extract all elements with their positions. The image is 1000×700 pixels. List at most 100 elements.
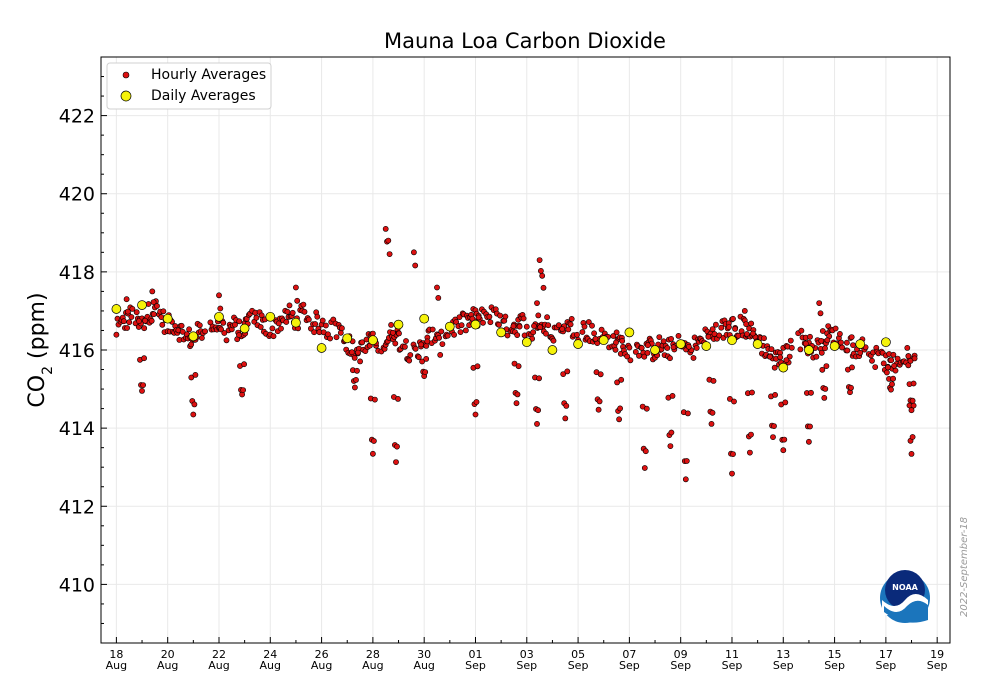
daily-point bbox=[162, 313, 173, 324]
hourly-point bbox=[710, 377, 717, 384]
hourly-point bbox=[536, 257, 543, 263]
hourly-point bbox=[236, 332, 242, 338]
hourly-point bbox=[643, 405, 650, 412]
x-tick-label-month: Aug bbox=[208, 659, 229, 672]
hourly-point bbox=[908, 407, 915, 414]
hourly-point bbox=[838, 339, 844, 346]
daily-point bbox=[829, 341, 840, 351]
x-tick-label-day: 20 bbox=[161, 648, 175, 661]
hourly-point bbox=[632, 348, 639, 355]
x-tick-label-month: Sep bbox=[516, 659, 537, 672]
hourly-point bbox=[905, 353, 912, 359]
daily-point bbox=[752, 339, 763, 349]
hourly-point bbox=[848, 384, 854, 391]
y-axis-label: CO2 (ppm) bbox=[25, 292, 56, 407]
hourly-point bbox=[824, 337, 831, 344]
hourly-point bbox=[748, 320, 755, 327]
hourly-point bbox=[612, 346, 619, 353]
hourly-point bbox=[802, 340, 809, 347]
hourly-point bbox=[767, 353, 773, 360]
hourly-point bbox=[286, 302, 293, 309]
hourly-point bbox=[438, 328, 445, 335]
x-tick-label-month: Aug bbox=[260, 659, 281, 672]
hourly-point bbox=[475, 314, 482, 321]
daily-point bbox=[778, 362, 789, 373]
hourly-point bbox=[535, 407, 541, 414]
hourly-point bbox=[683, 458, 690, 464]
hourly-point bbox=[253, 314, 260, 321]
hourly-point bbox=[670, 344, 677, 351]
hourly-point bbox=[160, 308, 167, 315]
hourly-point bbox=[319, 317, 326, 324]
hourly-point bbox=[257, 324, 264, 330]
hourly-point bbox=[844, 339, 850, 346]
hourly-point bbox=[412, 262, 419, 269]
hourly-point bbox=[142, 317, 148, 324]
hourly-point bbox=[429, 326, 436, 333]
hourly-averages-series bbox=[113, 225, 918, 483]
legend-hourly-label: Hourly Averages bbox=[151, 67, 266, 83]
hourly-point bbox=[613, 339, 619, 346]
hourly-point bbox=[642, 448, 649, 455]
hourly-point bbox=[401, 343, 408, 350]
y-tick-label: 414 bbox=[59, 418, 95, 440]
hourly-point bbox=[415, 354, 422, 361]
hourly-point bbox=[581, 323, 588, 330]
hourly-point bbox=[406, 357, 413, 364]
hourly-point bbox=[179, 328, 186, 335]
hourly-point bbox=[289, 309, 296, 316]
hourly-point bbox=[486, 313, 493, 320]
hourly-point bbox=[534, 420, 540, 427]
daily-point bbox=[368, 335, 378, 346]
hourly-point bbox=[888, 357, 895, 364]
y-axis-ticks: 410 412 414 416 418 420 422 bbox=[59, 76, 107, 624]
x-tick-label-month: Aug bbox=[311, 659, 332, 672]
y-axis-label-unit: (ppm) bbox=[25, 292, 50, 366]
x-tick-label-month: Sep bbox=[619, 659, 640, 672]
hourly-point bbox=[592, 335, 599, 342]
hourly-point bbox=[562, 415, 569, 422]
hourly-point bbox=[422, 369, 429, 375]
x-tick-label-day: 30 bbox=[417, 648, 431, 661]
hourly-point bbox=[579, 329, 586, 335]
hourly-point bbox=[124, 325, 130, 331]
hourly-point bbox=[705, 333, 712, 340]
hourly-point bbox=[121, 318, 127, 325]
hourly-point bbox=[591, 330, 597, 337]
date-watermark: 2022-September-18 bbox=[959, 517, 970, 617]
daily-point bbox=[239, 323, 250, 334]
hourly-point bbox=[439, 341, 446, 347]
hourly-point bbox=[668, 335, 674, 342]
daily-point bbox=[547, 345, 558, 355]
hourly-point bbox=[188, 341, 195, 348]
daily-point bbox=[342, 333, 353, 344]
hourly-point bbox=[403, 338, 409, 344]
daily-point bbox=[573, 339, 583, 349]
daily-point bbox=[393, 319, 404, 330]
hourly-point bbox=[538, 267, 544, 274]
y-tick-label: 418 bbox=[59, 262, 95, 284]
hourly-point bbox=[515, 363, 522, 370]
hourly-point bbox=[123, 296, 130, 303]
hourly-point bbox=[693, 345, 700, 351]
hourly-point bbox=[685, 410, 691, 417]
hourly-point bbox=[534, 300, 540, 306]
hourly-point bbox=[434, 284, 440, 291]
hourly-point bbox=[709, 409, 716, 416]
daily-point bbox=[881, 337, 891, 348]
x-tick-label-day: 15 bbox=[828, 648, 842, 661]
hourly-point bbox=[872, 364, 879, 370]
hourly-point bbox=[806, 438, 812, 445]
hourly-point bbox=[788, 344, 795, 351]
hourly-point bbox=[565, 326, 572, 333]
hourly-point bbox=[351, 384, 358, 391]
hourly-point bbox=[348, 349, 355, 356]
hourly-point bbox=[596, 398, 603, 405]
daily-point bbox=[804, 345, 814, 355]
hourly-point bbox=[641, 465, 648, 471]
hourly-point bbox=[382, 225, 389, 232]
hourly-point bbox=[232, 321, 238, 328]
x-tick-label-month: Aug bbox=[157, 659, 178, 672]
hourly-point bbox=[423, 355, 430, 362]
